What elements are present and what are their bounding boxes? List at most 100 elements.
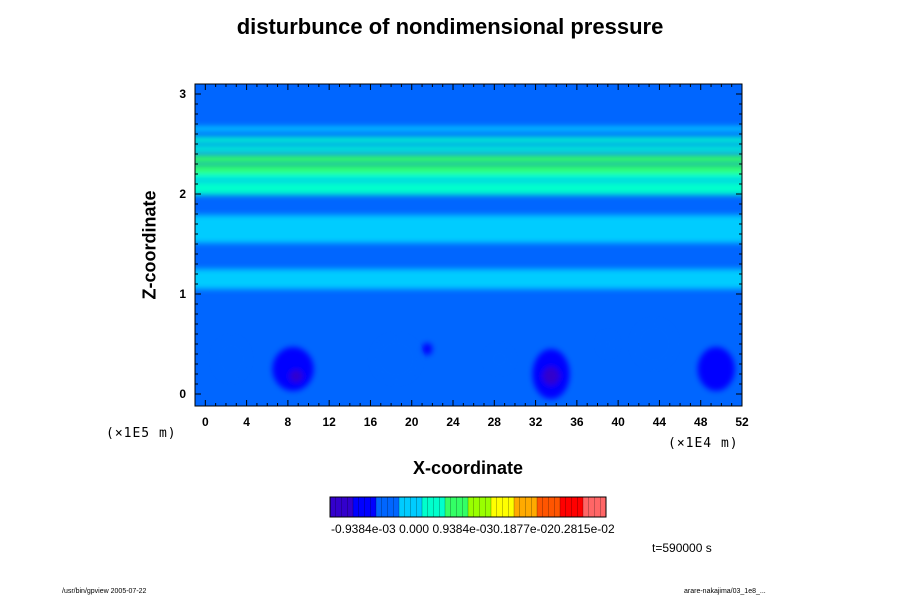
colorbar-swatch	[427, 497, 434, 517]
colorbar-swatch	[588, 497, 595, 517]
field-band	[195, 215, 742, 243]
x-tick-label: 48	[694, 415, 708, 429]
z-tick-label: 2	[179, 187, 186, 201]
colorbar-swatch	[381, 497, 388, 517]
field-blob	[272, 347, 314, 391]
x-tick-label: 16	[364, 415, 378, 429]
field-band	[195, 126, 742, 132]
colorbar-swatch	[531, 497, 538, 517]
colorbar	[329, 496, 607, 518]
field-band	[195, 146, 742, 152]
colorbar-swatch	[519, 497, 526, 517]
colorbar-swatch	[376, 497, 383, 517]
z-tick-label: 0	[179, 387, 186, 401]
x-tick-label: 36	[570, 415, 584, 429]
colorbar-swatch	[445, 497, 452, 517]
colorbar-swatch	[525, 497, 532, 517]
field-blob	[289, 370, 303, 382]
time-label: t=590000 s	[652, 541, 712, 555]
colorbar-swatch	[473, 497, 480, 517]
colorbar-swatch	[404, 497, 411, 517]
colorbar-swatch	[410, 497, 417, 517]
x-tick-label: 8	[285, 415, 292, 429]
x-unit-label: (×1E4 m)	[668, 436, 739, 451]
colorbar-swatch	[341, 497, 348, 517]
field-band	[195, 269, 742, 289]
z-unit-label: (×1E5 m)	[106, 426, 177, 441]
x-tick-label: 0	[202, 415, 209, 429]
colorbar-swatch	[571, 497, 578, 517]
x-tick-label: 24	[446, 415, 460, 429]
colorbar-swatch	[387, 497, 394, 517]
field-band	[195, 179, 742, 182]
colorbar-label: 0.1877e-02	[493, 522, 554, 536]
colorbar-label: 0.2815e-02	[553, 522, 615, 536]
colorbar-swatch	[370, 497, 377, 517]
colorbar-swatch	[565, 497, 572, 517]
colorbar-swatch	[508, 497, 515, 517]
colorbar-swatch	[577, 497, 584, 517]
field-blob	[599, 334, 617, 354]
colorbar-swatch	[491, 497, 498, 517]
colorbar-swatch	[450, 497, 457, 517]
field-blob	[422, 343, 433, 355]
colorbar-swatch	[393, 497, 400, 517]
colorbar-swatch	[422, 497, 429, 517]
colorbar-swatch	[358, 497, 365, 517]
z-tick-label: 3	[179, 87, 186, 101]
field-band	[195, 165, 742, 173]
chart-title: disturbunce of nondimensional pressure	[236, 14, 664, 39]
colorbar-swatch	[364, 497, 371, 517]
field-blob	[697, 347, 735, 391]
colorbar-swatch	[560, 497, 567, 517]
colorbar-swatch	[537, 497, 544, 517]
x-axis-label: X-coordinate	[412, 458, 523, 478]
field-blob	[633, 322, 675, 366]
x-tick-label: 32	[529, 415, 543, 429]
x-tick-label: 52	[735, 415, 749, 429]
footer-right: arare-nakajima/03_1e8_...	[684, 588, 766, 595]
colorbar-labels: -0.9384e-03 0.000 0.9384e-030.1877e-020.…	[331, 522, 615, 536]
colorbar-label: -0.9384e-03	[331, 522, 396, 536]
colorbar-swatch	[583, 497, 590, 517]
colorbar-swatch	[496, 497, 503, 517]
field-band	[195, 173, 742, 195]
colorbar-swatch	[485, 497, 492, 517]
plot-frame	[194, 83, 743, 407]
footer-left: /usr/bin/gpview 2005-07-22	[62, 588, 147, 595]
colorbar-swatch	[416, 497, 423, 517]
x-tick-label: 44	[653, 415, 667, 429]
field-band	[195, 137, 742, 143]
field-blob	[214, 339, 248, 379]
colorbar-swatch	[433, 497, 440, 517]
colorbar-swatch	[479, 497, 486, 517]
field-band	[195, 155, 742, 163]
colorbar-swatch	[353, 497, 360, 517]
colorbar-swatch	[542, 497, 549, 517]
heatmap-field	[195, 84, 742, 406]
colorbar-swatch	[335, 497, 342, 517]
field-blob	[542, 367, 560, 385]
colorbar-swatch	[399, 497, 406, 517]
field-layers	[195, 126, 742, 399]
field-blob	[487, 347, 512, 371]
x-tick-label: 20	[405, 415, 419, 429]
z-tick-label: 1	[179, 287, 186, 301]
colorbar-swatch	[554, 497, 561, 517]
colorbar-label: 0.000	[399, 522, 430, 536]
colorbar-swatch	[347, 497, 354, 517]
colorbar-swatch	[502, 497, 509, 517]
colorbar-swatch	[462, 497, 469, 517]
colorbar-frame	[329, 496, 607, 518]
field-blob	[373, 337, 419, 381]
colorbar-swatch	[548, 497, 555, 517]
x-tick-label: 28	[488, 415, 502, 429]
x-tick-label: 40	[611, 415, 625, 429]
colorbar-swatch	[468, 497, 475, 517]
colorbar-label: 0.9384e-03	[432, 522, 494, 536]
x-tick-label: 12	[322, 415, 336, 429]
colorbar-swatch	[514, 497, 521, 517]
x-tick-label: 4	[243, 415, 250, 429]
